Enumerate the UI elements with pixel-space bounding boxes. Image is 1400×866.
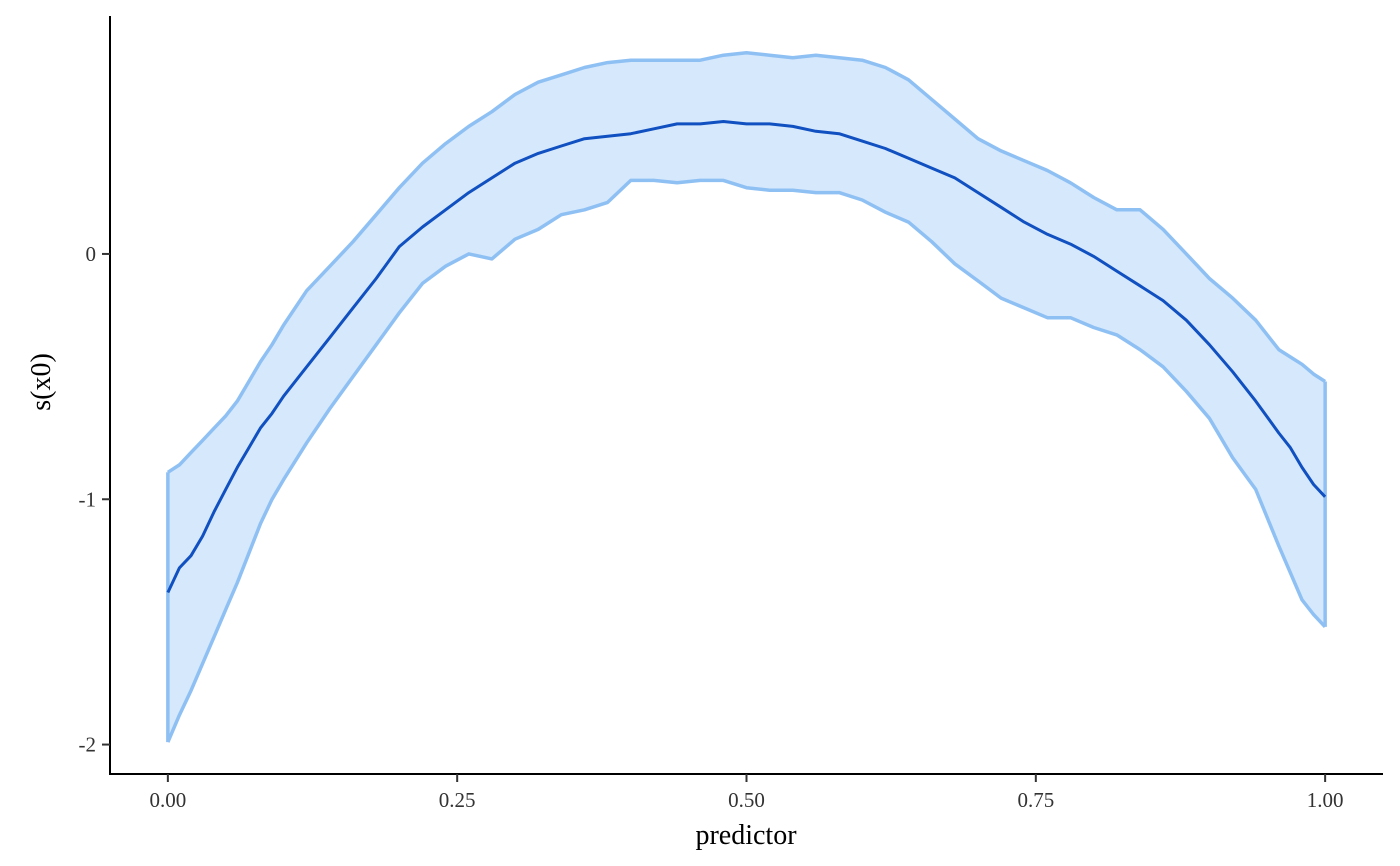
fitted-smooth-line xyxy=(166,120,1327,594)
y-tick-label: -1 xyxy=(79,487,97,511)
x-tick-label: 0.25 xyxy=(439,788,476,812)
x-tick-label: 1.00 xyxy=(1307,788,1344,812)
x-tick-label: 0.00 xyxy=(149,788,186,812)
y-axis-title: s(x0) xyxy=(26,353,57,411)
confidence-band-fill xyxy=(167,52,1326,743)
x-axis-title: predictor xyxy=(695,820,797,851)
x-tick-label: 0.50 xyxy=(728,788,765,812)
confidence-band xyxy=(166,51,1327,743)
y-tick-label: -2 xyxy=(79,733,97,757)
upper-bound-line xyxy=(166,51,1327,474)
y-axis-ticks: 0 -1 -2 xyxy=(79,242,110,757)
lower-bound-line xyxy=(166,178,1327,743)
x-axis-ticks: 0.00 0.25 0.50 0.75 1.00 xyxy=(149,774,1344,812)
y-tick-label: 0 xyxy=(86,242,97,266)
x-tick-label: 0.75 xyxy=(1017,788,1054,812)
